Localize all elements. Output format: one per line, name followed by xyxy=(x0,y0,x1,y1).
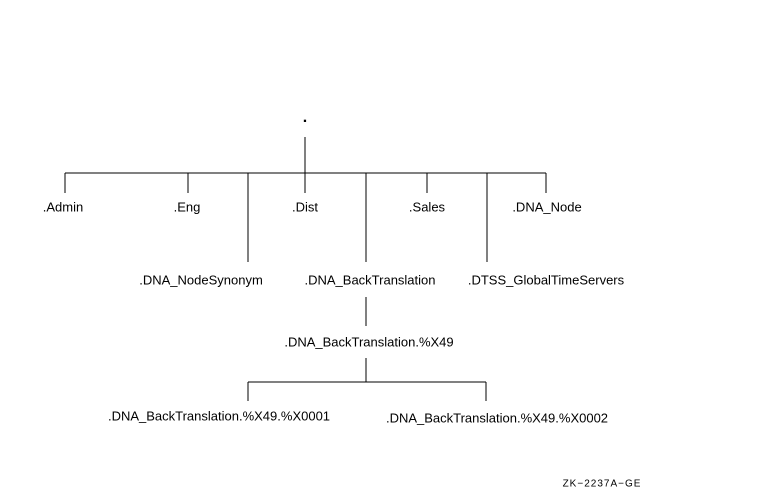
root-label: . xyxy=(303,109,307,126)
connectors xyxy=(64,137,547,401)
node-label: .DNA_BackTranslation.%X49 xyxy=(284,334,453,349)
node-label: .DNA_BackTranslation xyxy=(304,272,435,287)
node-label: .DNA_NodeSynonym xyxy=(139,272,263,287)
node-label: .DNA_BackTranslation.%X49.%X0002 xyxy=(386,410,608,425)
node-label: .Sales xyxy=(409,199,446,214)
node-label: .Dist xyxy=(292,199,318,214)
figure-id: ZK−2237A−GE xyxy=(563,479,642,490)
node-label: .DNA_BackTranslation.%X49.%X0001 xyxy=(108,408,330,423)
node-label: .DTSS_GlobalTimeServers xyxy=(468,272,625,287)
node-label: .DNA_Node xyxy=(512,199,581,214)
node-label: .Admin xyxy=(43,199,83,214)
node-label: .Eng xyxy=(174,199,201,214)
